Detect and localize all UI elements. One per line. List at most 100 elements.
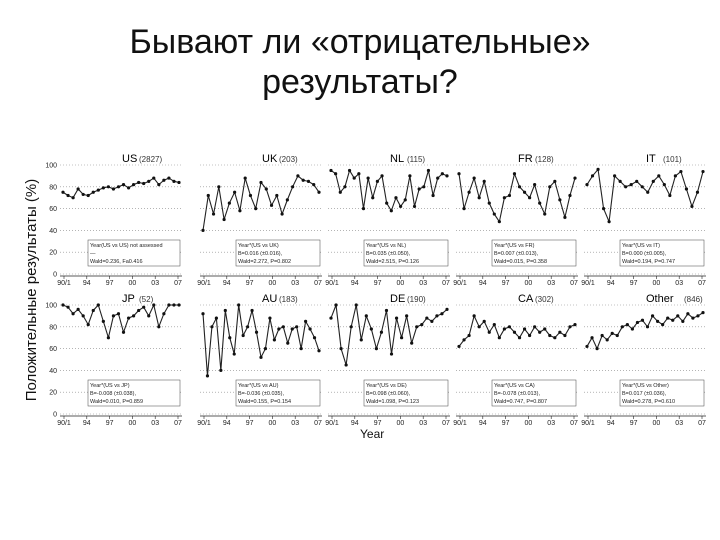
data-point	[517, 185, 522, 189]
data-point	[339, 347, 343, 351]
x-tick-label: 90/1	[197, 280, 211, 287]
data-point	[573, 323, 577, 327]
x-tick-label: 00	[129, 420, 137, 427]
x-tick-label: 90/1	[325, 420, 339, 427]
x-tick-label: 07	[442, 280, 450, 287]
data-point	[86, 193, 90, 198]
x-tick-label: 00	[525, 280, 533, 287]
stats-box	[235, 239, 321, 267]
data-point	[312, 336, 317, 340]
x-tick-label: 97	[106, 280, 114, 287]
data-point	[497, 220, 501, 224]
data-point	[701, 311, 705, 315]
data-point	[241, 333, 245, 338]
data-point	[596, 167, 600, 171]
data-point	[233, 190, 237, 194]
x-tick-label: 03	[419, 420, 427, 427]
data-point	[436, 176, 440, 180]
x-tick-label: 03	[675, 280, 683, 287]
panel-count-au: (183)	[279, 295, 298, 304]
data-point	[227, 201, 231, 205]
x-tick-label: 03	[675, 420, 683, 427]
data-point	[96, 303, 100, 307]
data-point	[61, 303, 65, 307]
x-tick-label: 94	[223, 420, 231, 427]
data-point	[462, 338, 466, 342]
data-point	[590, 336, 594, 340]
panel-title-au: AU	[262, 293, 277, 305]
data-point	[462, 207, 466, 211]
x-tick-label: 97	[246, 420, 254, 427]
data-point	[304, 319, 308, 323]
data-point	[259, 355, 263, 359]
data-point	[232, 352, 236, 356]
data-point	[312, 183, 316, 187]
stats-line: Year*(US vs NL)	[366, 243, 406, 249]
x-tick-label: 07	[314, 280, 322, 287]
data-point	[121, 183, 126, 187]
data-point	[668, 193, 672, 198]
data-point	[371, 196, 375, 200]
data-point	[558, 198, 562, 202]
data-point	[558, 330, 562, 334]
data-point	[91, 308, 95, 313]
data-point	[400, 336, 404, 340]
panel-count-fr: (128)	[535, 155, 554, 164]
x-tick-label: 03	[151, 420, 159, 427]
y-tick-label: 60	[49, 346, 57, 353]
x-tick-label: 97	[246, 280, 254, 287]
data-point	[538, 201, 542, 205]
data-point	[384, 308, 389, 313]
data-point	[661, 323, 665, 327]
data-point	[380, 174, 384, 178]
data-point	[662, 183, 666, 187]
series-line-fr	[458, 171, 576, 224]
data-point	[269, 203, 274, 207]
x-tick-label: 97	[502, 420, 510, 427]
data-point	[417, 187, 421, 191]
x-tick-label: 07	[442, 420, 450, 427]
data-point	[111, 187, 116, 191]
stats-box	[363, 239, 449, 267]
data-point	[412, 204, 417, 209]
x-tick-label: 03	[151, 280, 159, 287]
data-point	[268, 316, 272, 320]
data-point	[420, 323, 424, 327]
x-tick-label: 90/1	[57, 280, 71, 287]
data-point	[635, 179, 639, 183]
x-tick-label: 90/1	[453, 420, 467, 427]
data-point	[291, 185, 295, 189]
data-point	[691, 316, 695, 320]
data-point	[425, 316, 429, 320]
data-point	[248, 193, 253, 198]
stats-line: Year*(US vs DE)	[366, 383, 407, 389]
x-tick-label: 07	[698, 280, 706, 287]
data-point	[126, 186, 131, 190]
data-point	[162, 312, 166, 316]
data-point	[507, 193, 512, 198]
data-point	[152, 303, 156, 307]
data-point	[96, 188, 100, 192]
stats-line: Wald=2.515, P=0.126	[366, 259, 419, 265]
data-point	[568, 193, 572, 198]
data-point	[101, 319, 105, 323]
data-point	[101, 186, 105, 190]
data-point	[132, 183, 136, 187]
panel-title-de: DE	[390, 293, 405, 305]
data-point	[385, 201, 389, 205]
data-point	[254, 207, 258, 211]
data-point	[533, 183, 537, 187]
data-point	[272, 338, 276, 342]
data-point	[543, 327, 547, 331]
title-line-2: результаты?	[262, 63, 458, 101]
data-point	[671, 318, 675, 322]
data-point	[357, 172, 361, 176]
series-line-uk	[202, 175, 320, 231]
data-point	[379, 330, 384, 334]
data-point	[585, 183, 589, 187]
panel-title-it: IT	[646, 153, 656, 165]
panel-title-nl: NL	[390, 153, 404, 165]
series-line-ca	[458, 314, 576, 347]
stats-box	[363, 379, 449, 407]
x-tick-label: 97	[630, 420, 638, 427]
